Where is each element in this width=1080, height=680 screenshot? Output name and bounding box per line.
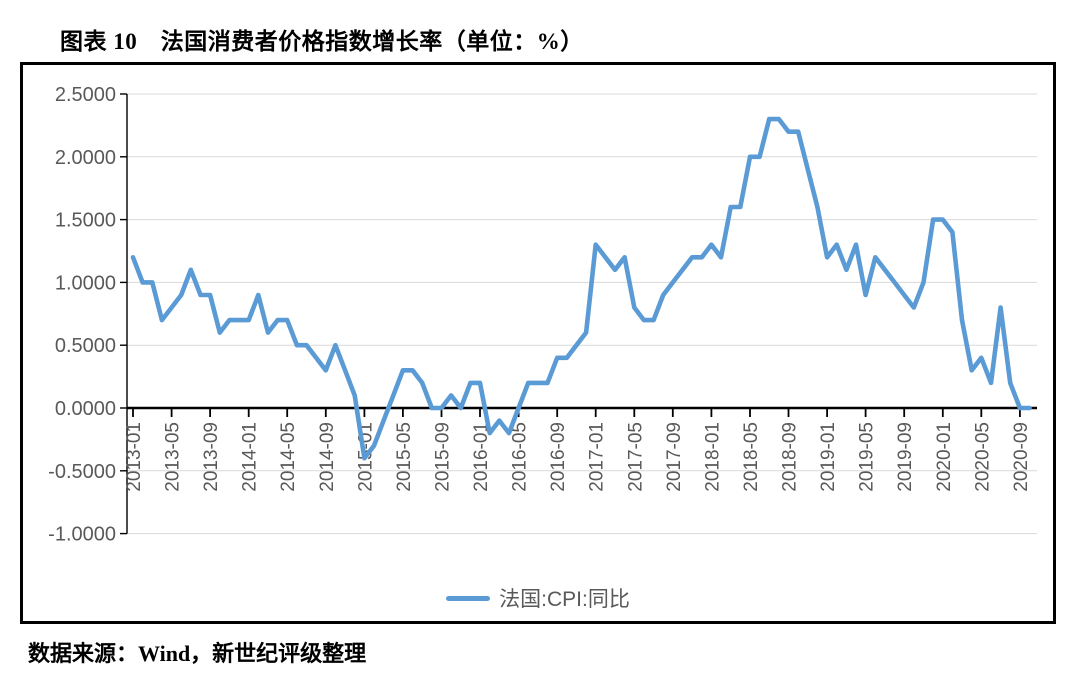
x-tick-label: 2015-05 bbox=[394, 422, 415, 492]
x-tick-label: 2014-01 bbox=[240, 422, 261, 492]
y-tick-label: -0.5000 bbox=[48, 461, 116, 483]
y-tick-label: 2.0000 bbox=[55, 147, 116, 169]
x-tick-label: 2018-01 bbox=[702, 422, 723, 492]
x-tick-label: 2020-09 bbox=[1011, 422, 1032, 492]
x-tick-label: 2018-09 bbox=[780, 422, 801, 492]
x-tick-label: 2013-01 bbox=[124, 422, 145, 492]
x-tick-label: 2013-05 bbox=[163, 422, 184, 492]
y-tick-label: 1.5000 bbox=[55, 210, 116, 232]
x-tick-label: 2020-05 bbox=[972, 422, 993, 492]
x-tick-label: 2016-01 bbox=[471, 422, 492, 492]
legend-label: 法国:CPI:同比 bbox=[499, 588, 630, 611]
legend-line-swatch bbox=[446, 595, 491, 601]
x-tick-label: 2019-09 bbox=[895, 422, 916, 492]
y-tick-label: 2.5000 bbox=[55, 84, 116, 106]
x-tick-label: 2017-09 bbox=[664, 422, 685, 492]
chart-box: 2.5000 2.0000 1.5000 1.0000 0.5000 0.0000 -0.5… bbox=[20, 62, 1056, 624]
cpi-line-chart: 2.5000 2.0000 1.5000 1.0000 0.5000 0.0000 -0.5… bbox=[48, 84, 1037, 546]
x-tick-label: 2016-09 bbox=[548, 422, 569, 492]
x-tick-label: 2018-05 bbox=[741, 422, 762, 492]
legend: 法国:CPI:同比 bbox=[23, 583, 1053, 613]
x-tick-label: 2019-01 bbox=[818, 422, 839, 492]
x-tick-label: 2015-09 bbox=[433, 422, 454, 492]
y-tick-label: -1.0000 bbox=[48, 524, 116, 546]
x-tick-label: 2013-09 bbox=[201, 422, 222, 492]
y-tick-label: 0.5000 bbox=[55, 335, 116, 357]
y-tick-label: 0.0000 bbox=[55, 398, 116, 420]
x-tick-label: 2016-05 bbox=[510, 422, 531, 492]
x-tick-label: 2017-05 bbox=[625, 422, 646, 492]
y-tick-label: 1.0000 bbox=[55, 272, 116, 294]
x-tick-label: 2014-09 bbox=[317, 422, 338, 492]
x-tick-label: 2020-01 bbox=[934, 422, 955, 492]
x-tick-label: 2017-01 bbox=[587, 422, 608, 492]
x-tick-label: 2019-05 bbox=[857, 422, 878, 492]
cpi-line bbox=[130, 116, 1032, 461]
chart-title: 图表 10 法国消费者价格指数增长率（单位：%） bbox=[60, 29, 584, 54]
x-tick-label: 2014-05 bbox=[278, 422, 299, 492]
data-source: 数据来源：Wind，新世纪评级整理 bbox=[28, 641, 367, 666]
